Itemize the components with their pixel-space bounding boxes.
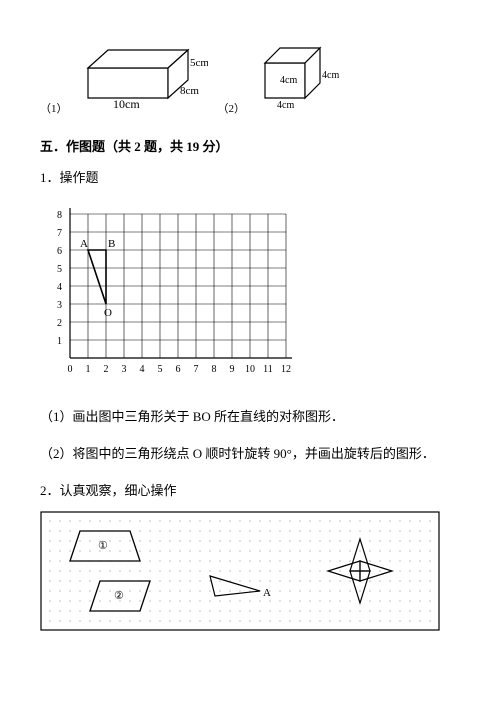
cuboid-width-text: 8cm (180, 85, 199, 97)
svg-text:O: O (104, 307, 112, 319)
q1-sub1: （1）画出图中三角形关于 BO 所在直线的对称图形． (40, 406, 460, 425)
svg-text:3: 3 (57, 300, 62, 311)
svg-text:11: 11 (263, 364, 273, 375)
q1-sub2: （2）将图中的三角形绕点 O 顺时针旋转 90°，并画出旋转后的图形． (40, 443, 460, 462)
svg-text:5: 5 (57, 264, 62, 275)
svg-text:B: B (108, 238, 115, 250)
cube-edge3-text: 4cm (277, 100, 294, 108)
svg-text:6: 6 (57, 246, 62, 257)
svg-text:4: 4 (57, 282, 62, 293)
cuboid-number: （1） (40, 100, 68, 116)
svg-text:9: 9 (230, 364, 235, 375)
svg-text:7: 7 (194, 364, 199, 375)
svg-text:A: A (263, 587, 271, 599)
svg-text:8: 8 (212, 364, 217, 375)
svg-text:8: 8 (57, 210, 62, 221)
svg-text:1: 1 (57, 336, 62, 347)
q1-title: 1．操作题 (40, 167, 460, 186)
svg-text:①: ① (98, 540, 108, 552)
svg-text:2: 2 (104, 364, 109, 375)
svg-text:1: 1 (86, 364, 91, 375)
section5-title: 五．作图题（共 2 题，共 19 分） (40, 136, 460, 155)
svg-text:A: A (80, 238, 88, 250)
svg-text:7: 7 (57, 228, 62, 239)
cuboid-length-text: 10cm (113, 97, 140, 108)
svg-text:5: 5 (158, 364, 163, 375)
svg-text:12: 12 (281, 364, 291, 375)
svg-text:6: 6 (176, 364, 181, 375)
cube-figure: 4cm 4cm 4cm (255, 38, 345, 108)
svg-text:0: 0 (68, 364, 73, 375)
cube-number: （2） (218, 100, 246, 116)
svg-text:4: 4 (140, 364, 145, 375)
cube-edge1-text: 4cm (280, 75, 297, 86)
q2-title: 2．认真观察，细心操作 (40, 480, 460, 499)
q2-figure: ① ② A (40, 511, 460, 631)
grid-figure: 012345678910111212345678ABO (40, 198, 460, 388)
cuboid-height-text: 5cm (190, 57, 208, 69)
svg-text:10: 10 (245, 364, 255, 375)
svg-text:2: 2 (57, 318, 62, 329)
cuboid-figure: 5cm 8cm 10cm (78, 38, 208, 108)
cube-edge2-text: 4cm (322, 70, 339, 81)
svg-text:3: 3 (122, 364, 127, 375)
svg-text:②: ② (114, 590, 124, 602)
solids-row: （1） 5cm 8cm 10cm （2） 4cm 4cm 4cm (40, 30, 460, 116)
